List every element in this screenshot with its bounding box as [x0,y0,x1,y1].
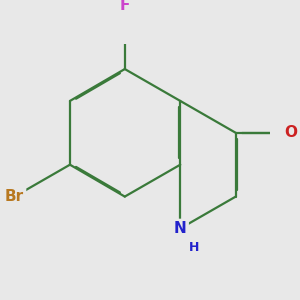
Text: O: O [284,125,297,140]
Text: F: F [120,0,130,13]
Text: H: H [189,241,200,254]
Text: Br: Br [5,189,24,204]
Text: N: N [174,221,187,236]
